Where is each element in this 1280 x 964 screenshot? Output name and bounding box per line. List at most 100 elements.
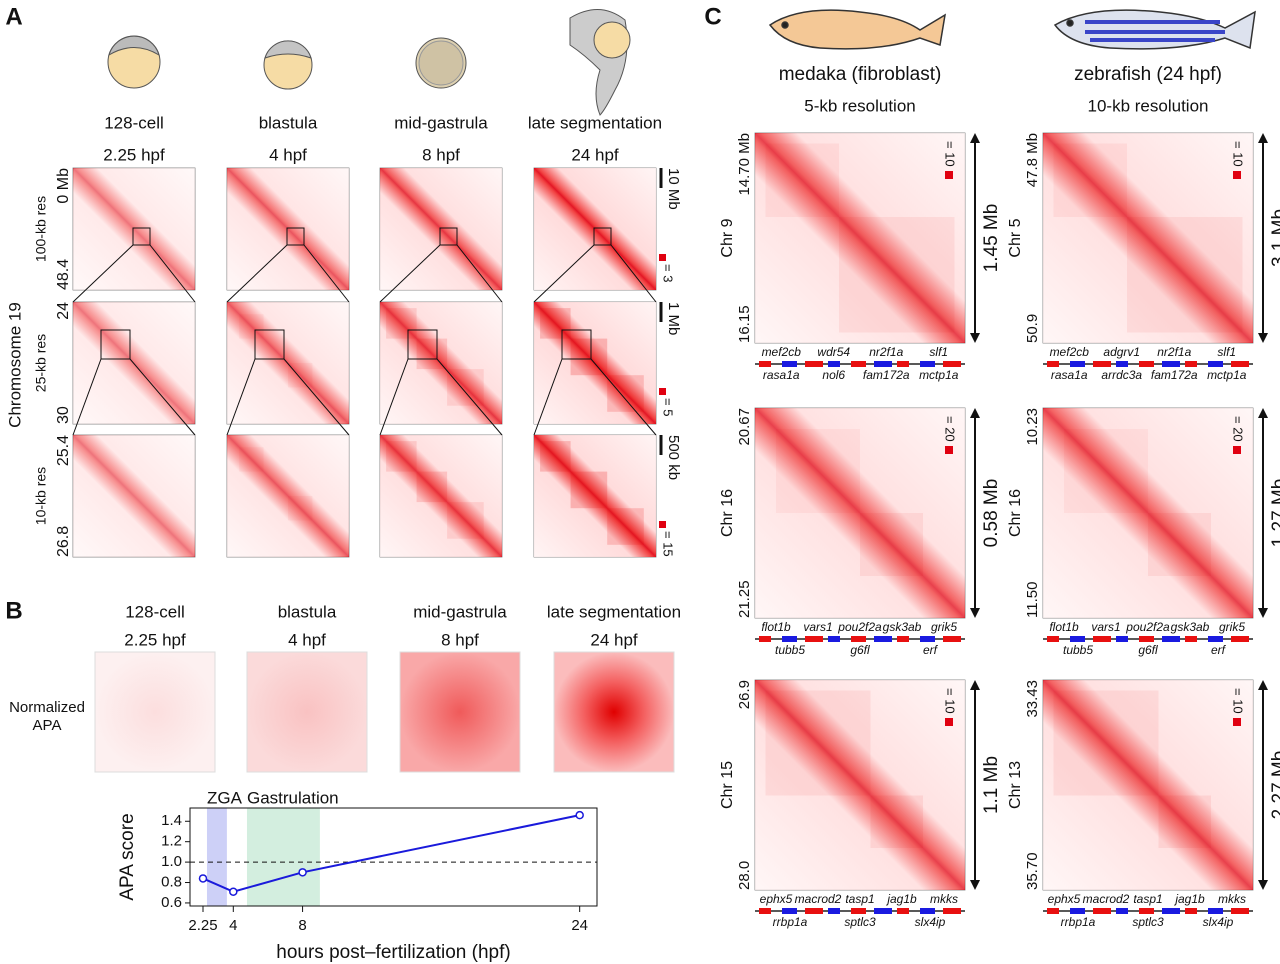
tad bbox=[239, 447, 264, 472]
y-tick-label: 0.8 bbox=[161, 873, 182, 890]
gene bbox=[1185, 361, 1197, 367]
color-key bbox=[945, 446, 953, 454]
gene bbox=[805, 636, 823, 642]
panel-letter: C bbox=[704, 3, 721, 30]
zoom-box bbox=[407, 329, 438, 360]
contact-map bbox=[379, 167, 503, 291]
resolution-label: 10-kb resolution bbox=[1088, 96, 1209, 115]
color-key-label: = 5 bbox=[661, 398, 676, 416]
gene-label: rrbp1a bbox=[1061, 915, 1096, 929]
tad bbox=[540, 308, 571, 339]
contact-map bbox=[379, 301, 503, 425]
annotation-band bbox=[206, 808, 227, 906]
gene-label: ephx5 bbox=[1048, 892, 1081, 906]
contact-map bbox=[533, 434, 657, 558]
gene-label: mef2cb bbox=[1050, 345, 1090, 359]
contact-map bbox=[72, 434, 196, 558]
gene-label: g6fl bbox=[850, 643, 870, 657]
color-key-label: = 10 bbox=[943, 688, 958, 714]
tad bbox=[416, 471, 448, 503]
hpf-label: 24 hpf bbox=[571, 145, 619, 164]
map-diagonal bbox=[73, 168, 195, 290]
stage-label: mid-gastrula bbox=[413, 602, 507, 621]
map-diagonal bbox=[755, 680, 965, 890]
gene bbox=[851, 636, 866, 642]
map-diagonal bbox=[380, 168, 502, 290]
gene bbox=[1208, 636, 1223, 642]
tad bbox=[570, 471, 608, 509]
gene bbox=[828, 908, 840, 914]
gene-label: gsk3ab bbox=[1171, 620, 1210, 634]
map-diagonal bbox=[755, 133, 965, 343]
gene-label: erf bbox=[1211, 643, 1227, 657]
zoom-box bbox=[593, 227, 612, 246]
point bbox=[575, 810, 584, 820]
panel-letter: B bbox=[5, 597, 22, 624]
gene bbox=[759, 636, 771, 642]
gene-label: mkks bbox=[930, 892, 958, 906]
gene bbox=[920, 636, 935, 642]
coord-start: 33.43 bbox=[1024, 680, 1041, 718]
gene-label: arrdc3a bbox=[1101, 368, 1142, 382]
tad bbox=[607, 508, 644, 545]
resolution-label: 10-kb res bbox=[33, 467, 49, 525]
gene-label: vars1 bbox=[803, 620, 832, 634]
zoom-line bbox=[72, 358, 102, 436]
gene bbox=[1047, 908, 1059, 914]
tad bbox=[288, 363, 313, 388]
chromosome-label: Chromosome 19 bbox=[5, 302, 24, 428]
x-axis-label: hours post–fertilization (hpf) bbox=[276, 942, 510, 963]
tad bbox=[607, 375, 644, 412]
tad bbox=[776, 429, 860, 513]
gene bbox=[1116, 361, 1128, 367]
gene-label: flot1b bbox=[1049, 620, 1079, 634]
gene bbox=[1070, 636, 1085, 642]
tad bbox=[239, 314, 264, 339]
map-diagonal bbox=[1043, 408, 1253, 618]
gene bbox=[1139, 361, 1154, 367]
gene-label: nr2f1a bbox=[869, 345, 903, 359]
gene-label: nol6 bbox=[822, 368, 845, 382]
gene bbox=[851, 908, 866, 914]
tad bbox=[416, 338, 448, 370]
hpf-label: 24 hpf bbox=[590, 630, 638, 649]
gene-label: nr2f1a bbox=[1157, 345, 1191, 359]
tad bbox=[1053, 690, 1159, 796]
color-key-label: = 3 bbox=[661, 264, 676, 282]
span-label: 1.1 Mb bbox=[981, 756, 1002, 814]
contact-map bbox=[226, 434, 350, 558]
gene-label: erf bbox=[923, 643, 939, 657]
gene bbox=[1208, 908, 1223, 914]
span-label: 3.1 Mb bbox=[1269, 209, 1280, 267]
gene bbox=[897, 908, 909, 914]
tad bbox=[1127, 217, 1243, 333]
gene-label: g6fl bbox=[1138, 643, 1158, 657]
plot-frame bbox=[189, 807, 598, 907]
y-tick-label: 1.4 bbox=[161, 812, 182, 829]
hpf-label: 2.25 hpf bbox=[103, 145, 165, 164]
line bbox=[202, 814, 580, 893]
gene bbox=[805, 361, 823, 367]
annotation-band bbox=[246, 808, 320, 906]
contact-map bbox=[754, 132, 966, 344]
gene-label: pou2f2a bbox=[837, 620, 882, 634]
gene-label: gsk3ab bbox=[883, 620, 922, 634]
coord-start: 26.9 bbox=[736, 680, 753, 709]
species-label: medaka (fibroblast) bbox=[779, 64, 942, 85]
annotation-label: ZGA bbox=[207, 788, 243, 807]
gene bbox=[1070, 908, 1085, 914]
color-key bbox=[659, 388, 666, 395]
resolution-label: 5-kb resolution bbox=[804, 96, 916, 115]
map-diagonal bbox=[380, 435, 502, 557]
contact-map bbox=[1042, 407, 1254, 619]
gene-label: fam172a bbox=[1151, 368, 1198, 382]
gene-label: slf1 bbox=[929, 345, 948, 359]
gene-label: rasa1a bbox=[1051, 368, 1088, 382]
zoom-line bbox=[226, 244, 288, 303]
contact-map bbox=[533, 167, 657, 291]
gene bbox=[782, 361, 797, 367]
gene bbox=[1162, 908, 1180, 914]
gene-label: mctp1a bbox=[1207, 368, 1247, 382]
stage-label: mid-gastrula bbox=[394, 113, 488, 132]
